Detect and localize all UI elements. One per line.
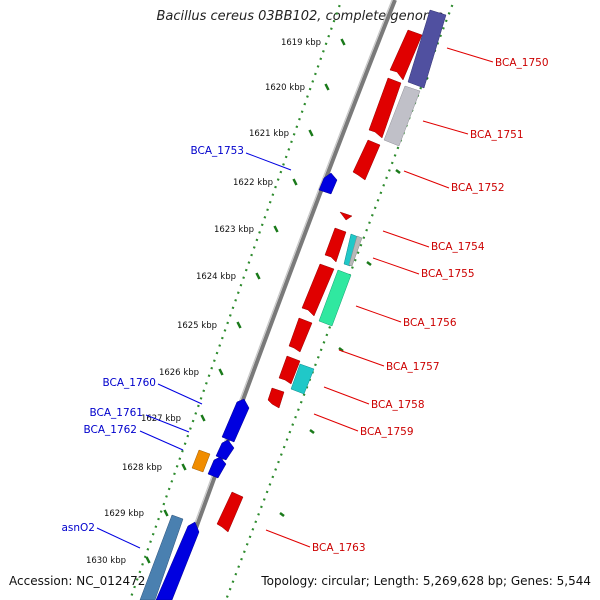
gene-bca-1750[interactable] [389,29,423,81]
label-leaders [96,47,494,549]
scale-tick-label: 1626 kbp [159,368,199,378]
label-bca-1755[interactable]: BCA_1755 [421,268,475,280]
scale-tick-mark [308,129,314,137]
scale-tick-label: 1628 kbp [122,463,162,473]
scale-tick-mark [324,83,330,91]
leader-bca-1753 [245,152,292,171]
leader-bca-1760 [157,383,203,405]
label-bca-1756[interactable]: BCA_1756 [403,317,457,329]
scale-tick-label: 1621 kbp [249,129,289,139]
label-bca-1757[interactable]: BCA_1757 [386,361,440,373]
gene-bca-1758b[interactable] [290,363,315,395]
scale-tick-label: 1627 kbp [141,414,181,424]
label-bca-1761[interactable]: BCA_1761 [89,407,143,419]
scale-tick-mark [340,38,346,46]
scale-tick-marks [145,38,346,564]
leader-bca-1757 [338,349,385,367]
scale-tick-mark [145,556,151,564]
label-bca-1753[interactable]: BCA_1753 [190,145,244,157]
gene-bca-1754[interactable] [339,211,353,221]
scale-tick-mark [218,368,224,376]
gene-bca-1760[interactable] [221,398,250,443]
label-bca-1750[interactable]: BCA_1750 [495,57,549,69]
scale-tick-mark [273,225,279,233]
leader-bca-1750 [446,47,494,63]
label-bca-1752[interactable]: BCA_1752 [451,182,505,194]
scale-tick-mark [255,272,261,280]
genome-backbone [168,0,397,600]
leader-bca-1751 [422,120,469,135]
genome-backbone-highlight [166,0,393,600]
gene-bca-1751b[interactable] [383,85,421,147]
label-bca-1762[interactable]: BCA_1762 [83,424,137,436]
gene-bca-1757[interactable] [288,317,313,353]
leader-bca-1758 [323,386,370,405]
right-track-mark [309,429,315,434]
leader-asno2 [96,527,141,549]
gene-asno2b[interactable] [139,514,184,600]
leader-bca-1755 [372,257,420,275]
scale-tick-mark [292,178,298,186]
scale-tick-label: 1629 kbp [104,509,144,519]
right-track-mark [279,512,285,517]
right-track-mark [366,261,372,266]
scale-tick-mark [163,509,169,517]
scale-tick-mark [181,463,187,471]
gene-bca-1756[interactable] [301,263,335,317]
label-bca-1754[interactable]: BCA_1754 [431,241,485,253]
scale-tick-mark [200,414,206,422]
label-bca-1760[interactable]: BCA_1760 [102,377,156,389]
gene-bca-1755c[interactable] [348,235,363,267]
right-track-mark [395,169,401,174]
gene-bca-1761[interactable] [215,439,235,461]
scale-tick-label: 1624 kbp [196,272,236,282]
scale-tick-label: 1625 kbp [177,321,217,331]
leader-bca-1759 [313,413,359,432]
scale-tick-label: 1630 kbp [86,556,126,566]
gene-bca-1756b[interactable] [318,269,352,327]
leader-bca-1756 [355,305,402,323]
gene-bca-1753[interactable] [318,172,338,195]
scale-tick-label: 1620 kbp [265,83,305,93]
scale-tick-labels: 1619 kbp 1620 kbp 1621 kbp 1622 kbp 1623 kbp… [86,38,321,566]
leader-bca-1752 [403,170,450,189]
gene-labels: BCA_1750 BCA_1751 BCA_1752 BCA_1754 BCA_… [61,57,548,554]
right-track-marks [279,75,429,517]
leader-bca-1754 [382,230,430,248]
scale-tick-mark [236,321,242,329]
gene-features [139,9,447,600]
gene-bca-1750b[interactable] [407,9,447,89]
right-dotted-track [224,0,456,600]
label-bca-1758[interactable]: BCA_1758 [371,399,425,411]
label-asno2[interactable]: asnO2 [61,522,95,534]
label-bca-1763[interactable]: BCA_1763 [312,542,366,554]
label-bca-1751[interactable]: BCA_1751 [470,129,524,141]
leader-bca-1762 [139,430,184,451]
leader-bca-1761 [145,414,190,433]
accession-text: Accession: NC_012472 [9,574,146,588]
gene-bca-1759[interactable] [267,387,285,409]
gene-bca-1762[interactable] [207,456,227,479]
summary-text: Topology: circular; Length: 5,269,628 bp… [261,574,591,588]
scale-tick-label: 1622 kbp [233,178,273,188]
gene-bca-1751[interactable] [368,77,402,139]
map-title: Bacillus cereus 03BB102, complete genome [156,9,444,24]
gene-bca-1763[interactable] [216,491,244,533]
gene-bca-1762b[interactable] [191,449,211,473]
gene-asno2[interactable] [155,521,200,600]
label-bca-1759[interactable]: BCA_1759 [360,426,414,438]
gene-bca-1758[interactable] [278,355,301,385]
scale-tick-label: 1619 kbp [281,38,321,48]
right-track-mark [338,347,344,352]
gene-bca-1752[interactable] [352,139,381,181]
scale-tick-label: 1623 kbp [214,225,254,235]
leader-bca-1763 [265,529,311,548]
gene-bca-1755[interactable] [324,227,347,263]
